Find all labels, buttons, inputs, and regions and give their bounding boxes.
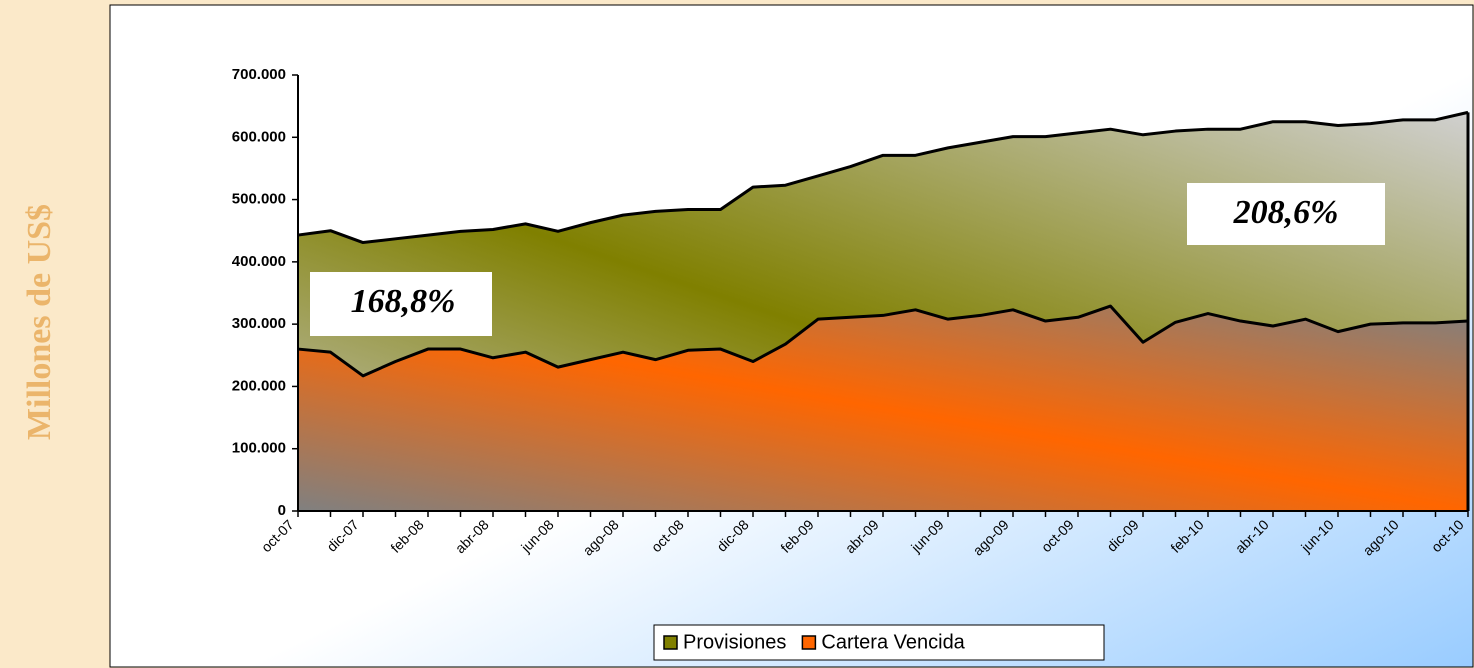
y-tick-label: 600.000 [232, 128, 286, 145]
annotation-box [310, 272, 492, 336]
y-tick-label: 200.000 [232, 377, 286, 394]
legend-label: Provisiones [683, 631, 786, 653]
annotation: 168,8% [351, 283, 456, 320]
y-tick-label: 500.000 [232, 191, 286, 208]
y-tick-label: 300.000 [232, 315, 286, 332]
y-tick-label: 100.000 [232, 440, 286, 457]
y-tick-label: 700.000 [232, 66, 286, 83]
annotation-box [1187, 183, 1385, 245]
area-line [297, 304, 1469, 378]
area [298, 306, 1468, 511]
legend-swatch [801, 635, 817, 650]
legend-label: Cartera Vencida [821, 631, 965, 653]
legend-swatch [663, 635, 678, 650]
legend-box [653, 624, 1105, 661]
annotation: 208,6% [1233, 194, 1339, 231]
area-line [297, 110, 1469, 245]
y-tick-label: 400.000 [232, 253, 286, 270]
y-axis-title: Millones de US$ [21, 204, 58, 440]
y-tick-label: 0 [278, 502, 286, 519]
